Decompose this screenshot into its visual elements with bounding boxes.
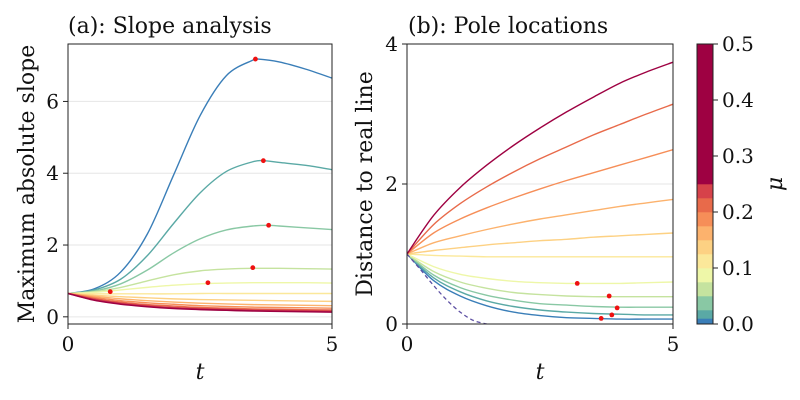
panel-a-ytick-label: 2 — [46, 233, 59, 257]
panel-b-series-line — [407, 253, 673, 308]
colorbar-label: μ — [763, 177, 788, 191]
panel-a-series-line — [68, 281, 332, 295]
panel-b-dashed-line — [407, 253, 487, 324]
colorbar-band — [697, 44, 713, 185]
panel-b-xlabel: t — [536, 360, 545, 385]
panel-b-xtick-label: 5 — [667, 332, 680, 356]
panel-a-xtick-label: 0 — [62, 332, 75, 356]
panel-b-ylabel: Distance to real line — [353, 71, 378, 296]
colorbar: 0.0 0.1 0.2 0.3 0.4 0.5 μ — [696, 32, 788, 336]
panel-b-ytick-label: 0 — [385, 312, 398, 336]
colorbar-tick-label: 0.4 — [722, 88, 754, 112]
panel-a-marker — [260, 158, 266, 164]
panel-b-ytick-label: 4 — [385, 32, 398, 56]
panel-a-marker — [266, 222, 272, 228]
colorbar-tick-label: 0.3 — [722, 144, 754, 168]
panel-a-series-line — [68, 57, 332, 295]
panel-a-series-line — [68, 159, 332, 295]
colorbar-tick-label: 0.1 — [722, 256, 754, 280]
panel-b-marker — [609, 312, 615, 318]
panel-b-series-line — [407, 232, 673, 255]
colorbar-ticks: 0.0 0.1 0.2 0.3 0.4 0.5 — [713, 32, 754, 336]
panel-a-ytick-label: 0 — [46, 305, 59, 329]
panel-b-xtick-label: 0 — [401, 332, 414, 356]
colorbar-band — [697, 318, 713, 325]
panel-a-grid — [68, 100, 332, 318]
panel-a-ticks: 0 2 4 6 0 5 — [46, 89, 338, 356]
panel-b-marker — [614, 305, 620, 311]
colorbar-band — [697, 310, 713, 319]
panel-a-marker — [250, 265, 256, 271]
colorbar-tick-label: 0.2 — [722, 200, 754, 224]
panel-a-frame — [67, 43, 333, 325]
colorbar-band — [697, 198, 713, 213]
panel-a-xtick-label: 5 — [326, 332, 339, 356]
colorbar-band — [697, 212, 713, 227]
panel-a-markers — [107, 56, 272, 295]
panel-a-marker — [205, 280, 211, 286]
colorbar-tick-label: 0.0 — [722, 312, 754, 336]
panel-b-marker — [598, 316, 604, 321]
colorbar-band — [697, 240, 713, 255]
panel-b-series-line — [407, 253, 673, 316]
panel-a-ytick-label: 4 — [46, 161, 59, 185]
panel-b-title: (b): Pole locations — [408, 14, 608, 39]
panel-a-xlabel: t — [196, 360, 205, 385]
panel-a-ytick-label: 6 — [46, 89, 59, 113]
colorbar-frame — [696, 43, 714, 325]
colorbar-band — [697, 268, 713, 283]
panel-b-series-line — [407, 103, 673, 255]
panel-b-marker — [606, 293, 612, 299]
panel-b-lines — [407, 61, 673, 324]
panel-a-series-line — [68, 267, 332, 295]
colorbar-band — [697, 254, 713, 269]
panel-a-ylabel: Maximum absolute slope — [15, 45, 40, 323]
panel-b-ytick-label: 2 — [385, 172, 398, 196]
panel-a-marker — [253, 56, 258, 62]
panel-b-series-line — [407, 149, 673, 255]
panel-a-series-line — [68, 224, 332, 295]
colorbar-band — [697, 282, 713, 297]
panel-b-series-line — [407, 253, 673, 258]
panel-b-markers — [574, 281, 620, 321]
panel-b-series-line — [407, 198, 673, 255]
panel-b-ticks: 0 2 4 0 5 — [385, 32, 679, 356]
panel-a-marker — [107, 289, 113, 295]
colorbar-tick-label: 0.5 — [722, 32, 754, 56]
panel-a-series-line — [68, 292, 332, 303]
panel-b-series-line — [407, 253, 673, 320]
panel-b-series-line — [407, 253, 673, 285]
panel-a-series-line — [68, 292, 332, 307]
panel-a-series-line — [68, 292, 332, 312]
colorbar-bands — [697, 44, 713, 325]
panel-a-series-line — [68, 292, 332, 311]
panel-b-series-line — [407, 253, 673, 298]
panel-a: (a): Slope analysis 0 2 4 6 0 5 t Maximum abs… — [15, 14, 338, 385]
colorbar-band — [697, 296, 713, 311]
panel-a-title: (a): Slope analysis — [68, 14, 272, 39]
colorbar-band — [697, 226, 713, 241]
panel-b-marker — [574, 281, 580, 286]
colorbar-band — [697, 184, 713, 199]
panel-b-series-line — [407, 61, 673, 255]
panel-b: (b): Pole locations 0 2 4 0 5 t Distance to … — [353, 14, 679, 385]
panel-a-series-line — [68, 292, 332, 313]
panel-a-series-line — [68, 292, 332, 309]
panel-a-lines — [68, 57, 332, 313]
